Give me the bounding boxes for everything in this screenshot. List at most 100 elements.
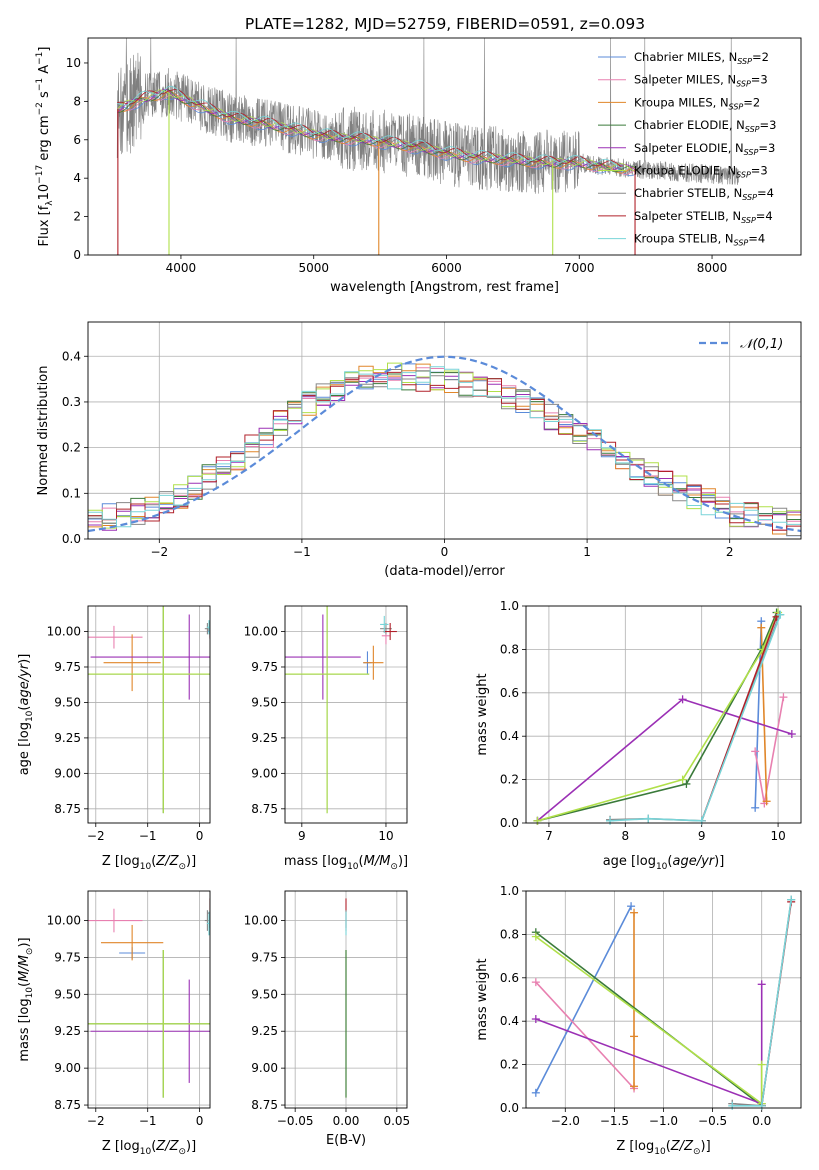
label-part: SSP (737, 57, 752, 66)
label-part: Flux [f (37, 205, 52, 246)
y-tick-label: 9.00 (54, 1061, 81, 1075)
label-part: SSP (745, 125, 760, 134)
mass-weight-line (609, 614, 782, 822)
x-tick-label: 0 (196, 1114, 204, 1128)
spectrum-model-line (116, 89, 636, 172)
y-tick-label: 0.6 (500, 971, 519, 985)
label-part: SSP (736, 171, 751, 180)
y-tick-label: 9.00 (54, 766, 81, 780)
y-tick-label: 1.0 (500, 884, 519, 898)
label-part: ( (666, 1139, 671, 1154)
y-tick-label: 9.25 (251, 1024, 278, 1038)
label-part: erg cm (37, 115, 52, 164)
axes-frame (87, 37, 802, 256)
label-part: Salpeter STELIB, N (634, 209, 741, 223)
y-tick-label: 9.50 (251, 987, 278, 1001)
y-tick-label: 9.75 (251, 660, 278, 674)
x-tick-label: 0.00 (333, 1114, 360, 1128)
label-part: =4 (757, 186, 774, 200)
label-part: −17 (35, 165, 45, 184)
age-vs-mass-x-label: mass [log10(M/M⊙)] (284, 854, 408, 872)
y-tick-label: 0.2 (500, 1058, 519, 1072)
mass-weight-vs-Z-x-label: Z [log10(Z/Z⊙)] (616, 1139, 710, 1157)
label-part: =2 (743, 95, 760, 109)
x-tick-label: 8 (621, 829, 629, 843)
mass-weight-line (609, 614, 781, 822)
axes-frame (87, 605, 211, 824)
label-part: SSP (734, 239, 749, 248)
y-tick-label: 1.0 (500, 599, 519, 613)
label-part: −2 (35, 102, 45, 115)
legend-entry: Salpeter ELODIE, NSSP=3 (634, 141, 775, 157)
label-part: age/yr (17, 662, 32, 705)
label-part: ⊙ (390, 862, 398, 872)
y-tick-label: 9.75 (251, 950, 278, 964)
label-part: ⊙ (25, 948, 35, 956)
label-part: mass [log (284, 854, 347, 869)
label-part: ( (17, 706, 32, 711)
y-tick-label: 10.00 (244, 625, 278, 639)
label-part: ⊙ (178, 862, 186, 872)
y-tick-label: 0.8 (500, 642, 519, 656)
label-part: SSP (741, 216, 756, 225)
y-tick-label: 0.2 (500, 773, 519, 787)
x-tick-label: −1 (139, 1114, 157, 1128)
y-tick-label: 9.50 (251, 695, 278, 709)
y-tick-label: 9.00 (251, 766, 278, 780)
y-tick-label: 0.3 (62, 395, 81, 409)
label-part: ( (17, 982, 32, 987)
y-tick-label: 0.8 (500, 927, 519, 941)
y-tick-label: 9.25 (54, 731, 81, 745)
x-tick-label: −2.0 (551, 1114, 580, 1128)
y-tick-label: 0.4 (500, 1014, 519, 1028)
legend-entry: Kroupa ELODIE, NSSP=3 (634, 164, 768, 180)
legend-entry: Chabrier ELODIE, NSSP=3 (634, 118, 776, 134)
y-tick-label: 0.2 (62, 441, 81, 455)
mass-weight-vs-age-y-label: mass weight (475, 673, 490, 755)
x-tick-label: 0 (196, 829, 204, 843)
label-part: ( (667, 854, 672, 869)
label-part: Kroupa MILES, N (634, 95, 729, 109)
label-part: =3 (760, 118, 777, 132)
y-tick-label: 9.00 (251, 1061, 278, 1075)
x-tick-label: −1.5 (600, 1114, 629, 1128)
x-tick-label: −2 (150, 545, 168, 559)
label-part: Z [log (616, 1139, 654, 1154)
spectrum-model-line (117, 94, 636, 175)
y-tick-label: 10.00 (47, 625, 81, 639)
y-tick-label: 10.00 (47, 914, 81, 928)
axes-frame (525, 605, 802, 824)
mass-vs-Z-y-label: mass [log10(M/M⊙)] (17, 937, 35, 1061)
x-tick-label: 0 (441, 545, 449, 559)
label-part: Chabrier MILES, N (634, 50, 737, 64)
residual-histogram-line (88, 362, 801, 529)
y-tick-label: 0 (73, 248, 81, 262)
x-tick-label: 2 (726, 545, 734, 559)
label-part: SSP (744, 148, 759, 157)
x-tick-label: −1 (139, 829, 157, 843)
age-vs-Z-x-label: Z [log10(Z/Z⊙)] (102, 854, 196, 872)
x-tick-label: 0.0 (752, 1114, 771, 1128)
mass-vs-ebv-x-label: E(B-V) (326, 1133, 366, 1148)
x-tick-label: −0.05 (277, 1114, 314, 1128)
x-tick-label: 9 (698, 829, 706, 843)
label-part: −1 (35, 78, 45, 91)
label-part: −1 (35, 52, 45, 65)
y-tick-label: 8 (73, 94, 81, 108)
y-tick-label: 0.4 (62, 349, 81, 363)
x-tick-label: −2 (87, 829, 105, 843)
y-tick-label: 0.4 (500, 729, 519, 743)
residuals-x-label: (data-model)/error (384, 564, 505, 579)
y-tick-label: 9.75 (54, 660, 81, 674)
label-part: =4 (748, 232, 765, 246)
label-part: SSP (729, 102, 744, 111)
mass-weight-vs-Z-panel: −2.0 −1.5 −1.0 −0.5 0.0 0.0 0.2 0.4 0.6 0.8 1.0 Z [… (475, 884, 802, 1157)
label-part: mass [log (17, 998, 32, 1061)
mass-weight-line (535, 905, 632, 1094)
mass-weight-line (537, 612, 779, 822)
x-tick-label: 9 (298, 829, 306, 843)
label-part: Chabrier ELODIE, N (634, 118, 745, 132)
label-part: 10 (654, 1147, 666, 1157)
